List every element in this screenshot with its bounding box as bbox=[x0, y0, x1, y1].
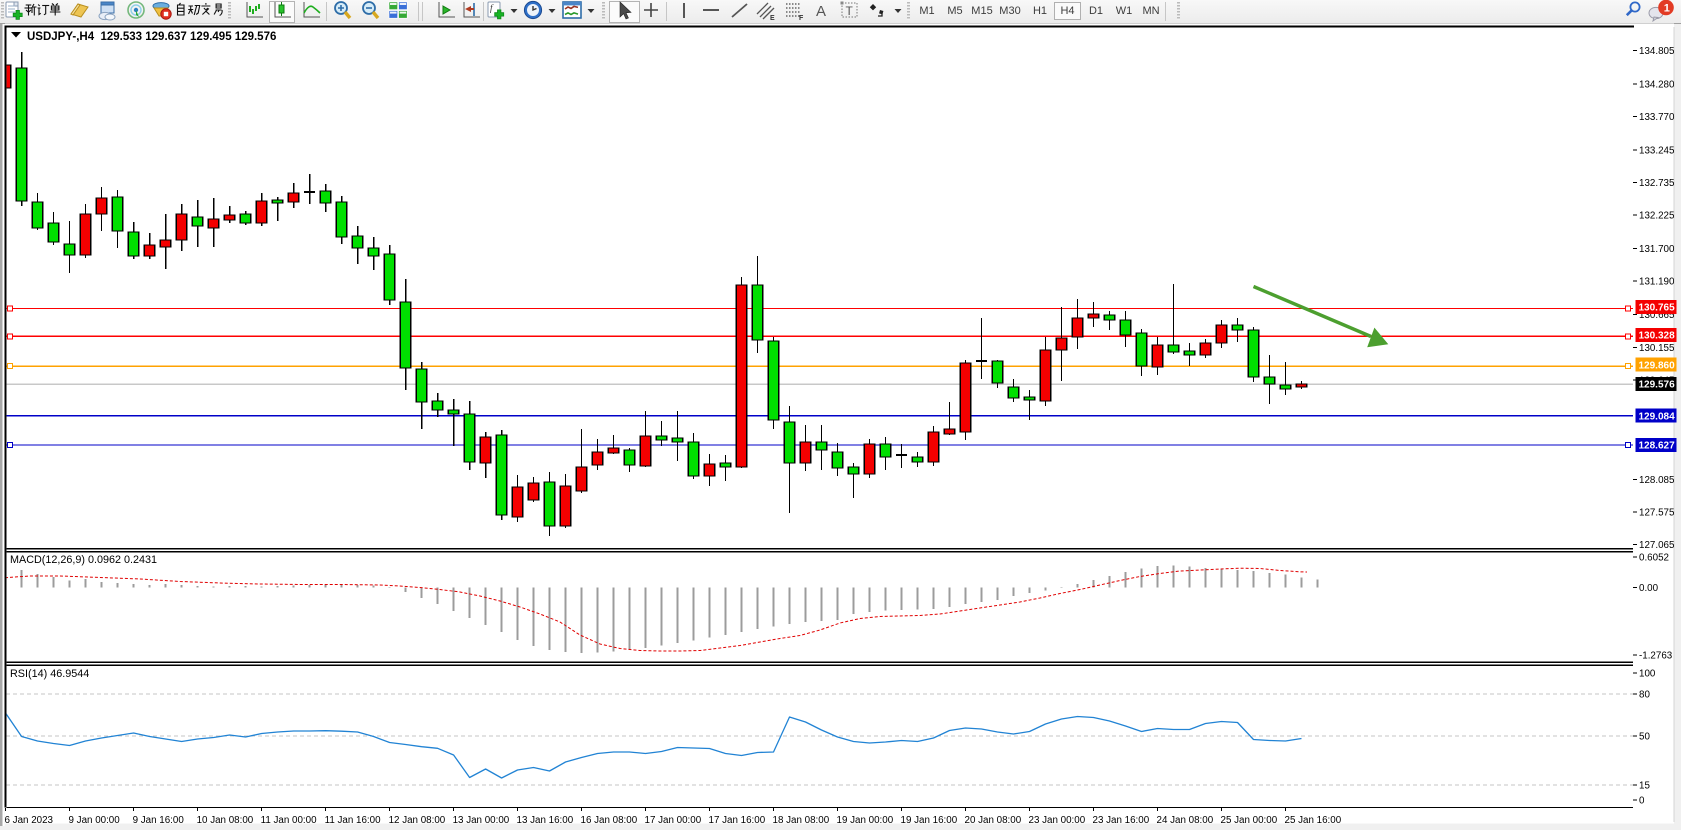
svg-text:130.765: 130.765 bbox=[1639, 303, 1676, 314]
svg-text:133.770: 133.770 bbox=[1639, 112, 1675, 123]
svg-text:128.085: 128.085 bbox=[1639, 475, 1675, 486]
svg-text:0.6052: 0.6052 bbox=[1639, 553, 1669, 564]
svg-text:131.700: 131.700 bbox=[1639, 244, 1675, 255]
svg-text:134.280: 134.280 bbox=[1639, 79, 1675, 90]
svg-text:23 Jan 16:00: 23 Jan 16:00 bbox=[1093, 815, 1150, 826]
svg-text:9 Jan 00:00: 9 Jan 00:00 bbox=[69, 815, 121, 826]
svg-text:100: 100 bbox=[1639, 669, 1656, 680]
svg-text:130.665: 130.665 bbox=[1639, 310, 1675, 321]
svg-text:23 Jan 00:00: 23 Jan 00:00 bbox=[1029, 815, 1086, 826]
svg-text:10 Jan 08:00: 10 Jan 08:00 bbox=[197, 815, 254, 826]
svg-text:127.575: 127.575 bbox=[1639, 508, 1675, 519]
svg-text:134.805: 134.805 bbox=[1639, 46, 1675, 57]
svg-text:130.328: 130.328 bbox=[1639, 331, 1676, 342]
svg-text:17 Jan 16:00: 17 Jan 16:00 bbox=[709, 815, 766, 826]
svg-text:132.735: 132.735 bbox=[1639, 178, 1675, 189]
svg-text:RSI(14) 46.9544: RSI(14) 46.9544 bbox=[10, 668, 89, 680]
svg-text:0: 0 bbox=[1639, 796, 1645, 807]
svg-text:15: 15 bbox=[1639, 781, 1650, 792]
svg-text:132.225: 132.225 bbox=[1639, 211, 1675, 222]
svg-text:25 Jan 00:00: 25 Jan 00:00 bbox=[1221, 815, 1278, 826]
svg-text:129.860: 129.860 bbox=[1639, 360, 1676, 371]
svg-text:0.00: 0.00 bbox=[1639, 583, 1659, 594]
svg-text:USDJPY-,H4 129.533 129.637 12: USDJPY-,H4 129.533 129.637 129.495 129.5… bbox=[27, 31, 276, 43]
svg-text:133.245: 133.245 bbox=[1639, 146, 1675, 157]
svg-text:25 Jan 16:00: 25 Jan 16:00 bbox=[1285, 815, 1342, 826]
svg-text:MACD(12,26,9) 0.0962 0.2431: MACD(12,26,9) 0.0962 0.2431 bbox=[10, 554, 157, 566]
svg-text:11 Jan 16:00: 11 Jan 16:00 bbox=[325, 815, 381, 826]
svg-text:13 Jan 16:00: 13 Jan 16:00 bbox=[517, 815, 574, 826]
svg-text:F: F bbox=[799, 15, 804, 22]
svg-text:f: f bbox=[490, 3, 494, 13]
svg-text:T: T bbox=[846, 4, 854, 18]
svg-text:130.155: 130.155 bbox=[1639, 343, 1675, 354]
svg-text:127.065: 127.065 bbox=[1639, 540, 1675, 551]
svg-text:A: A bbox=[816, 3, 826, 20]
svg-text:6 Jan 2023: 6 Jan 2023 bbox=[5, 815, 54, 826]
svg-text:18 Jan 08:00: 18 Jan 08:00 bbox=[773, 815, 830, 826]
svg-text:9 Jan 16:00: 9 Jan 16:00 bbox=[133, 815, 185, 826]
svg-text:11 Jan 00:00: 11 Jan 00:00 bbox=[261, 815, 317, 826]
svg-text:80: 80 bbox=[1639, 690, 1650, 701]
svg-text:E: E bbox=[770, 15, 775, 22]
svg-text:13 Jan 00:00: 13 Jan 00:00 bbox=[453, 815, 510, 826]
svg-text:12 Jan 08:00: 12 Jan 08:00 bbox=[389, 815, 446, 826]
svg-text:20 Jan 08:00: 20 Jan 08:00 bbox=[965, 815, 1022, 826]
svg-text:19 Jan 16:00: 19 Jan 16:00 bbox=[901, 815, 958, 826]
svg-text:129.576: 129.576 bbox=[1639, 380, 1676, 391]
svg-text:1: 1 bbox=[1664, 3, 1670, 15]
svg-text:-1.2763: -1.2763 bbox=[1639, 651, 1673, 662]
svg-text:129.084: 129.084 bbox=[1639, 411, 1676, 422]
svg-text:131.190: 131.190 bbox=[1639, 277, 1675, 288]
svg-text:17 Jan 00:00: 17 Jan 00:00 bbox=[645, 815, 702, 826]
svg-text:24 Jan 08:00: 24 Jan 08:00 bbox=[1157, 815, 1214, 826]
svg-text:128.627: 128.627 bbox=[1639, 441, 1676, 452]
svg-text:50: 50 bbox=[1639, 732, 1650, 743]
svg-text:19 Jan 00:00: 19 Jan 00:00 bbox=[837, 815, 894, 826]
svg-text:16 Jan 08:00: 16 Jan 08:00 bbox=[581, 815, 638, 826]
